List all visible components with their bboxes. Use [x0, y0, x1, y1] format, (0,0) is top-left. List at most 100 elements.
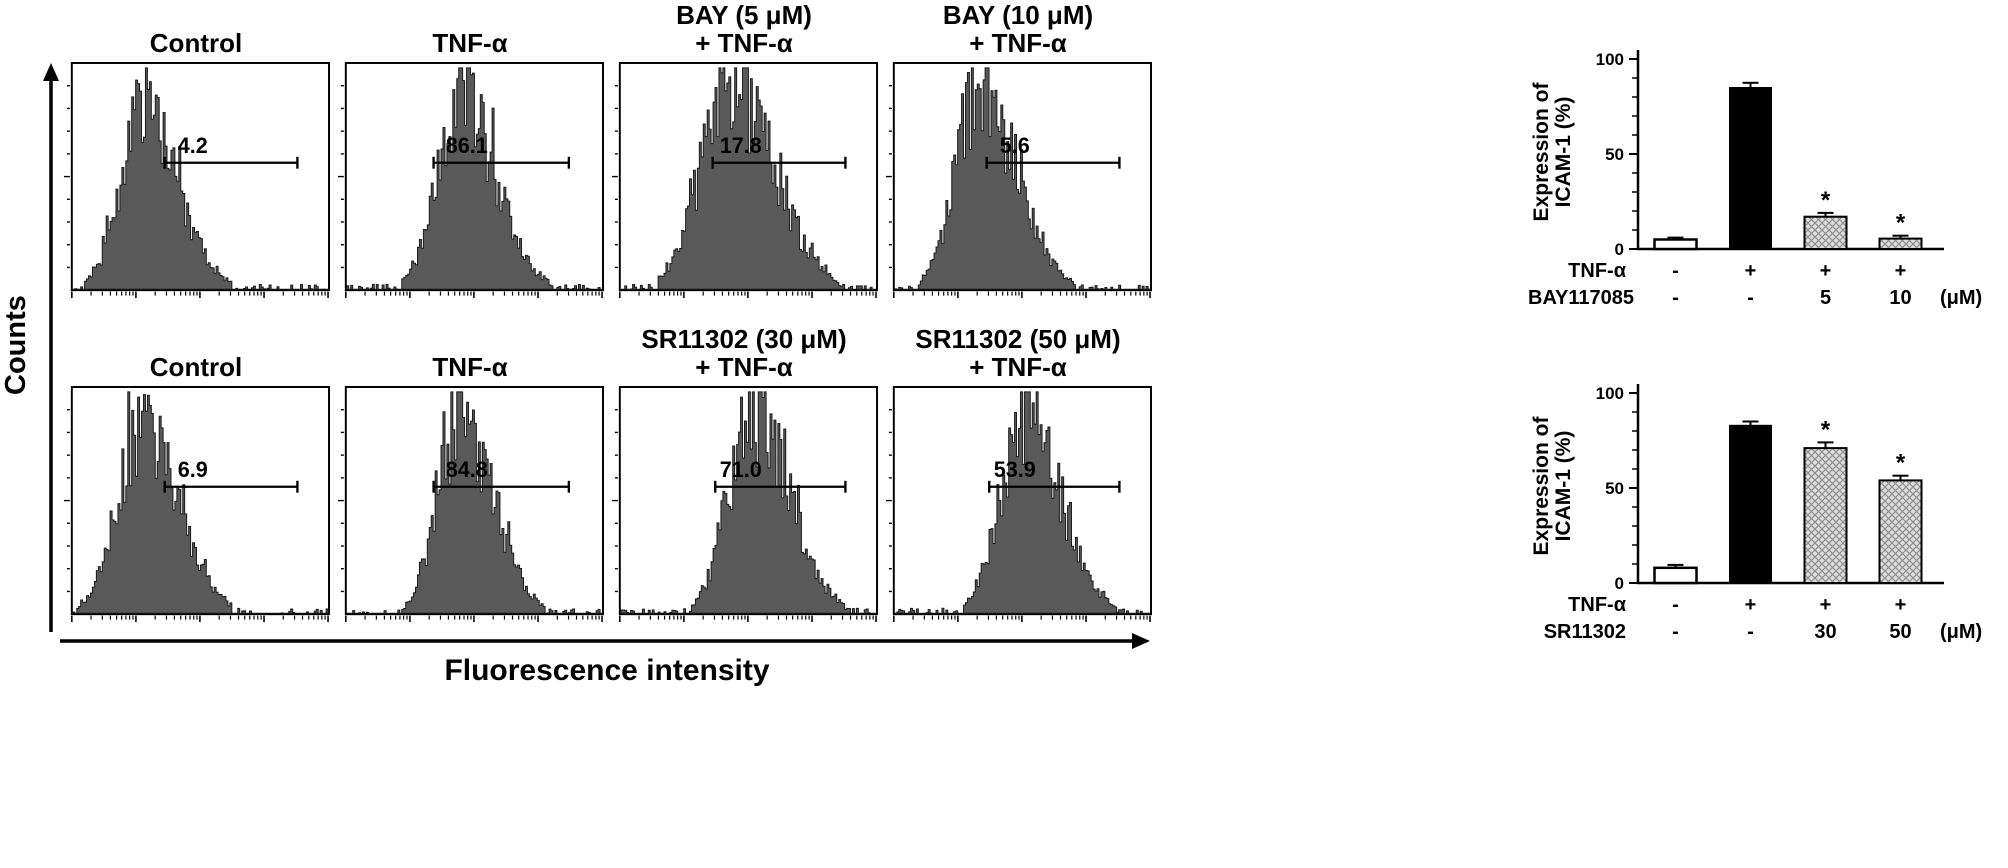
treatment-row: SR11302 - - 30 50 (μM) [1528, 619, 1998, 646]
panel-title: BAY (10 μM) + TNF-α [884, 0, 1152, 62]
bar [1729, 424, 1772, 584]
histogram-grid: Control TNF-α BAY (5 μM) + TNF-α BAY (10… [62, 0, 1152, 628]
row-label: TNF-α [1568, 260, 1626, 282]
histogram-plot: 86.1 [336, 62, 604, 304]
row-value: + [1744, 594, 1757, 616]
treatment-row: TNF-α - + + + [1528, 592, 1998, 619]
panel-title-line: TNF-α [432, 28, 508, 59]
row-value: + [1819, 594, 1832, 616]
y-tick-label: 50 [1605, 479, 1624, 498]
gate-label: 86.1 [446, 133, 488, 158]
histogram-plot: 71.0 [610, 386, 878, 628]
panel-title: Control [62, 304, 330, 386]
row-value: 5 [1819, 287, 1832, 309]
bar-ylabel: Expression ofICAM-1 (%) [1530, 82, 1575, 222]
gate-label: 84.8 [446, 457, 488, 482]
treatment-row: TNF-α - + + + [1528, 258, 1998, 285]
y-tick-label: 100 [1596, 384, 1624, 403]
y-tick-label: 50 [1605, 145, 1624, 164]
y-tick-label: 100 [1596, 50, 1624, 69]
panel-title: BAY (5 μM) + TNF-α [610, 0, 878, 62]
panel-title-line: + TNF-α [969, 28, 1067, 59]
y-axis-label: Counts [0, 295, 32, 395]
gate-label: 5.6 [1000, 133, 1030, 158]
row-value: - [1672, 287, 1679, 309]
bar [1878, 479, 1923, 584]
bar [1729, 87, 1772, 250]
histogram-plot: 4.2 [62, 62, 330, 304]
gate-label: 17.8 [720, 133, 762, 158]
panel-title-line: + TNF-α [969, 352, 1067, 383]
panel-title-line: + TNF-α [695, 352, 793, 383]
bar [1803, 215, 1848, 250]
bar-chart-svg: 0 50 100 Expression ofICAM-1 (%) * * [1530, 50, 1944, 259]
bar [1878, 237, 1923, 251]
panel-title-line: Control [149, 352, 243, 383]
row-value: - [1672, 621, 1679, 643]
bar-chart-sr: 0 50 100 Expression ofICAM-1 (%) * * TNF-α - … [1528, 368, 1998, 646]
panel-title: SR11302 (30 μM) + TNF-α [610, 304, 878, 386]
gate-label: 53.9 [994, 457, 1036, 482]
histogram-plot: 6.9 [62, 386, 330, 628]
histogram-svg: 86.1 [337, 62, 604, 299]
y-tick-label: 0 [1615, 240, 1624, 259]
row-value: + [1894, 260, 1907, 282]
row-label: SR11302 [1543, 621, 1626, 643]
histogram-svg: 17.8 [611, 62, 878, 299]
panel-title-line: SR11302 (50 μM) [915, 323, 1121, 354]
y-axis-arrow [43, 63, 59, 632]
row-value: 50 [1889, 621, 1912, 643]
bar [1653, 566, 1698, 585]
histogram-svg: 6.9 [63, 386, 330, 623]
significance-asterisk: * [1896, 210, 1906, 237]
significance-asterisk: * [1821, 416, 1831, 443]
row-value: - [1747, 287, 1754, 309]
bar-chart-plot: 0 50 100 Expression ofICAM-1 (%) * * [1528, 34, 1998, 262]
histogram-plot: 53.9 [884, 386, 1152, 628]
row-value: - [1672, 594, 1679, 616]
row-value: + [1894, 594, 1907, 616]
histogram-plot: 84.8 [336, 386, 604, 628]
bar-chart-svg: 0 50 100 Expression ofICAM-1 (%) * * [1530, 384, 1944, 593]
x-axis-label: Fluorescence intensity [444, 654, 770, 687]
histogram-plot: 5.6 [884, 62, 1152, 304]
treatment-row: BAY117085 - - 5 10 (μM) [1528, 285, 1998, 312]
gate-label: 4.2 [178, 133, 208, 158]
row-value: 10 [1889, 287, 1912, 309]
bar-chart-plot: 0 50 100 Expression ofICAM-1 (%) * * [1528, 368, 1998, 596]
treatment-rows: TNF-α - + + + BAY117085 - - 5 10 (μM) [1528, 258, 1998, 312]
bar-chart-bay: 0 50 100 Expression ofICAM-1 (%) * * TNF-α - … [1528, 34, 1998, 312]
panel-title: Control [62, 4, 330, 62]
row-value: + [1744, 260, 1757, 282]
panel-title: TNF-α [336, 304, 604, 386]
panel-title-line: BAY (10 μM) [942, 0, 1094, 30]
bar [1653, 238, 1698, 251]
row-label: BAY117085 [1528, 287, 1635, 309]
bar-ylabel: Expression ofICAM-1 (%) [1530, 416, 1575, 556]
gate-label: 71.0 [720, 457, 762, 482]
significance-asterisk: * [1896, 450, 1906, 477]
row-label: TNF-α [1568, 594, 1626, 616]
significance-asterisk: * [1821, 187, 1831, 214]
histogram-svg: 71.0 [611, 386, 878, 623]
treatment-rows: TNF-α - + + + SR11302 - - 30 50 (μM) [1528, 592, 1998, 646]
panel-title-line: BAY (5 μM) [676, 0, 812, 30]
bar [1803, 447, 1848, 584]
histogram-svg: 53.9 [885, 386, 1152, 623]
histogram-svg: 84.8 [337, 386, 604, 623]
panel-title-line: Control [149, 28, 243, 59]
unit-label: (μM) [1940, 287, 1983, 309]
gate-label: 6.9 [178, 457, 208, 482]
histogram-svg: 4.2 [63, 62, 330, 299]
y-tick-label: 0 [1615, 574, 1624, 593]
histogram-plot: 17.8 [610, 62, 878, 304]
histogram-svg: 5.6 [885, 62, 1152, 299]
panel-title: TNF-α [336, 4, 604, 62]
panel-title-line: + TNF-α [695, 28, 793, 59]
panel-title: SR11302 (50 μM) + TNF-α [884, 304, 1152, 386]
row-value: 30 [1814, 621, 1837, 643]
panel-title-line: TNF-α [432, 352, 508, 383]
panel-title-line: SR11302 (30 μM) [641, 323, 847, 354]
row-value: - [1672, 260, 1679, 282]
